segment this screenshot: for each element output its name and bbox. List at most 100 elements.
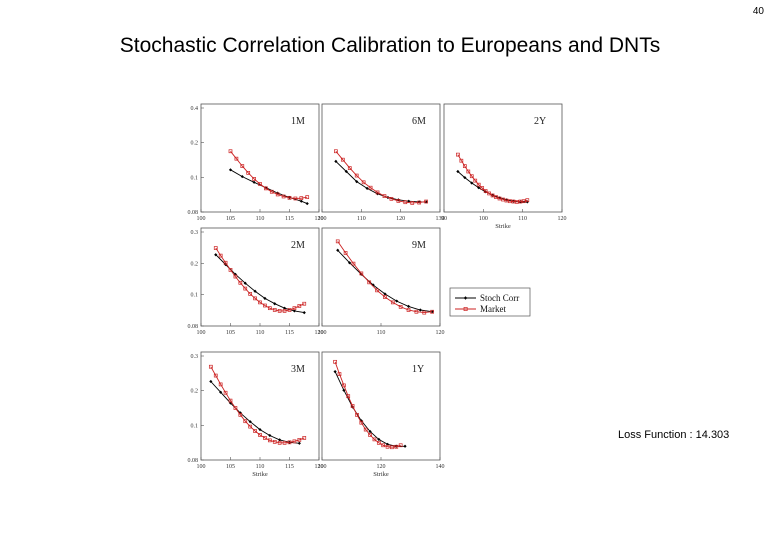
market-point	[346, 394, 351, 399]
market-point	[281, 194, 286, 199]
x-tick-label: 110	[256, 216, 265, 222]
y-tick-label: 0.08	[188, 210, 199, 216]
market-point	[246, 171, 251, 175]
y-tick-label: 0.3	[191, 230, 199, 236]
stoch-corr-point	[282, 306, 287, 310]
market-point	[287, 195, 292, 200]
panel-title: 3M	[291, 364, 305, 375]
stoch-corr-point	[470, 181, 474, 185]
stoch-corr-point	[484, 190, 488, 194]
market-point	[414, 309, 419, 314]
stoch-corr-point	[264, 186, 268, 190]
market-point	[483, 189, 488, 193]
stoch-corr-point	[214, 253, 218, 257]
market-point	[381, 443, 386, 448]
market-point	[223, 390, 228, 395]
page-number: 40	[752, 6, 764, 17]
market-point	[466, 169, 471, 174]
x-tick-label: 115	[285, 330, 294, 336]
market-point	[361, 180, 366, 185]
loss-function-label: Loss Function : 14.303	[618, 429, 730, 441]
legend-label: Market	[480, 304, 506, 314]
x-axis-label: Strike	[252, 471, 268, 478]
stoch-corr-point	[292, 309, 297, 313]
market-point	[410, 201, 415, 205]
market-point	[376, 440, 381, 445]
market-point	[243, 286, 248, 291]
x-tick-label: 100	[197, 216, 206, 222]
market-point	[515, 200, 519, 204]
stoch-corr-point	[355, 180, 359, 184]
market-point	[293, 196, 298, 201]
x-tick-label: 120	[315, 330, 324, 336]
market-point	[263, 303, 267, 308]
stoch-corr-point	[302, 311, 306, 315]
x-tick-label: 105	[226, 464, 235, 470]
market-point	[347, 166, 352, 170]
panel-2y: 2Y 90 100 110 120 Strike	[441, 103, 567, 230]
market-point	[213, 373, 218, 378]
stoch-corr-point	[418, 308, 422, 312]
stoch-corr-point	[305, 201, 309, 206]
stoch-corr-point	[253, 289, 257, 293]
market-point	[272, 439, 277, 444]
market-point	[269, 189, 274, 194]
stoch-corr-point	[344, 169, 348, 174]
series-line-market	[230, 151, 308, 199]
stoch-corr-point	[297, 441, 301, 445]
x-tick-label: 115	[285, 464, 294, 470]
market-point	[375, 288, 379, 293]
market-point	[476, 182, 481, 187]
legend-marker	[463, 296, 468, 300]
market-point	[258, 433, 262, 437]
market-point	[350, 404, 355, 408]
stoch-corr-point	[278, 438, 282, 442]
x-tick-label: 105	[226, 330, 235, 336]
stoch-corr-point	[377, 437, 381, 441]
market-point	[292, 439, 297, 444]
panel-title: 2M	[291, 240, 305, 251]
market-point	[403, 200, 408, 205]
market-point	[264, 186, 268, 191]
y-tick-label: 0.08	[188, 324, 199, 330]
market-point	[208, 364, 213, 369]
stoch-corr-point	[463, 175, 467, 180]
series-line-market	[334, 361, 401, 448]
stoch-corr-point	[406, 304, 411, 308]
market-point	[462, 164, 467, 168]
market-point	[494, 195, 498, 199]
series-line-market	[337, 241, 433, 314]
market-point	[277, 440, 282, 445]
market-point	[258, 182, 262, 186]
market-point	[383, 295, 387, 299]
market-point	[263, 436, 267, 440]
x-axis-label: Strike	[495, 223, 511, 230]
stoch-corr-point	[342, 388, 346, 392]
market-point	[406, 308, 411, 312]
market-point	[297, 438, 302, 442]
market-point	[272, 308, 277, 312]
market-point	[253, 296, 257, 301]
market-point	[501, 197, 505, 202]
market-point	[238, 280, 243, 285]
y-tick-label: 0.08	[188, 458, 199, 464]
stoch-corr-point	[273, 302, 277, 306]
market-point	[430, 309, 434, 314]
market-point	[359, 420, 364, 425]
y-tick-label: 0.1	[191, 175, 199, 181]
panel-title: 1Y	[412, 364, 424, 375]
panel-3m: 3M 100 105 110 115 120 0.3 0.2 0.1 0.08 Strike	[188, 351, 324, 478]
market-point	[469, 174, 474, 179]
market-point	[277, 309, 282, 313]
panel-9m: 9M 100 110 120	[318, 227, 445, 336]
x-tick-label: 100	[318, 464, 327, 470]
stoch-corr-point	[396, 198, 400, 202]
panel-6m: 6M 100 110 120 130	[318, 103, 445, 222]
x-tick-label: 110	[518, 216, 527, 222]
market-point	[282, 440, 287, 445]
market-point	[302, 301, 307, 306]
market-point	[248, 424, 253, 429]
market-point	[497, 196, 502, 201]
panel-frame	[443, 103, 563, 213]
